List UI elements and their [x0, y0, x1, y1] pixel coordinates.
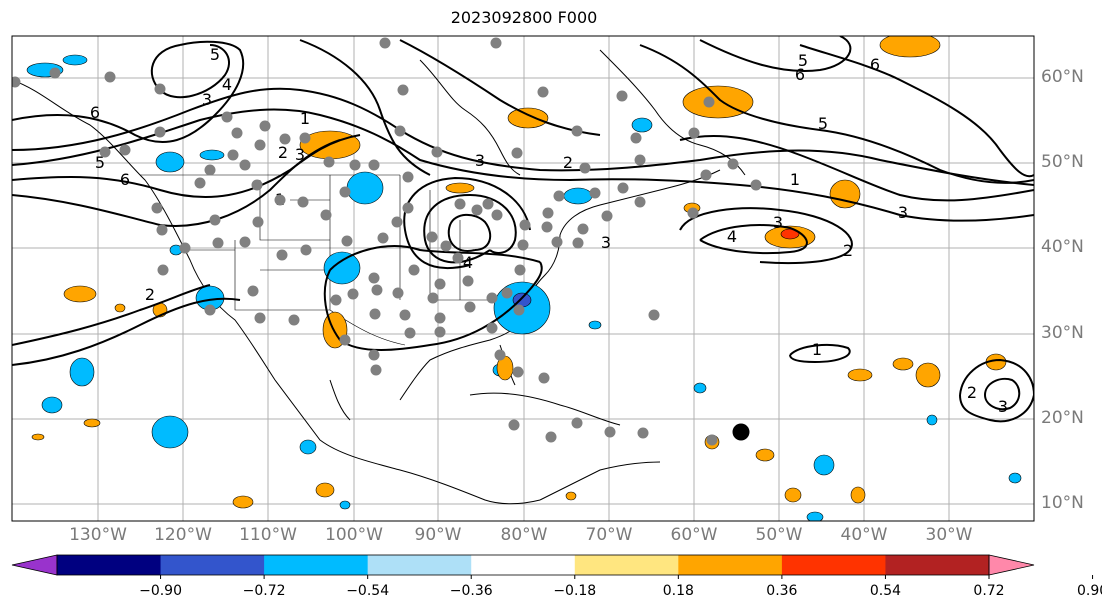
svg-text:2: 2: [145, 285, 155, 304]
colorbar-tick-label: −0.36: [449, 583, 493, 599]
svg-text:1: 1: [790, 170, 800, 189]
colorbar-extend-high: [988, 554, 1035, 576]
latitude-label: 10°N: [1041, 493, 1084, 513]
svg-text:1: 1: [300, 109, 310, 128]
svg-text:4: 4: [222, 75, 232, 94]
colorbar-segment: [367, 555, 472, 575]
colorbar-tick-label: −0.18: [553, 583, 597, 599]
colorbar-segment: [160, 555, 265, 575]
colorbar: [11, 554, 1094, 579]
colorbar-segment: [57, 555, 162, 575]
svg-text:4: 4: [727, 227, 737, 246]
svg-text:2: 2: [278, 143, 288, 162]
svg-text:5: 5: [818, 114, 828, 133]
svg-text:3: 3: [295, 145, 305, 164]
colorbar-tick-label: 0.36: [766, 583, 798, 599]
latitude-label: 60°N: [1041, 67, 1084, 87]
longitude-label: 120°W: [154, 525, 212, 545]
svg-text:6: 6: [120, 170, 130, 189]
colorbar-segment: [471, 555, 576, 575]
latitude-label: 50°N: [1041, 152, 1084, 172]
colorbar-segment: [264, 555, 369, 575]
svg-text:3: 3: [998, 397, 1008, 416]
svg-text:6: 6: [90, 103, 100, 122]
station-markers: [12, 37, 762, 446]
svg-text:2: 2: [967, 383, 977, 402]
longitude-label: 70°W: [585, 525, 633, 545]
longitude-label: 40°W: [840, 525, 888, 545]
colorbar-tick-label: −0.54: [346, 583, 390, 599]
svg-text:5: 5: [95, 153, 105, 172]
latitude-label: 20°N: [1041, 408, 1084, 428]
colorbar-tick-label: −0.90: [139, 583, 182, 599]
colorbar-tick-label: −0.72: [242, 583, 286, 599]
svg-text:6: 6: [795, 65, 805, 84]
svg-text:5: 5: [798, 51, 808, 70]
svg-text:1: 1: [812, 340, 822, 359]
colorbar-tick-label: 0.90: [1076, 583, 1102, 599]
colorbar-tick-label: 0.72: [973, 583, 1005, 599]
svg-text:6: 6: [870, 55, 880, 74]
map-title: 2023092800 F000: [450, 8, 598, 27]
svg-text:3: 3: [898, 203, 908, 222]
svg-text:2: 2: [843, 241, 853, 260]
svg-text:3: 3: [773, 213, 783, 232]
colorbar-segment: [678, 555, 783, 575]
contour-lines: [12, 36, 1034, 423]
latitude-label: 30°N: [1041, 323, 1084, 343]
svg-text:3: 3: [202, 90, 212, 109]
svg-text:2: 2: [563, 153, 573, 172]
svg-text:3: 3: [475, 151, 485, 170]
longitude-label: 100°W: [325, 525, 383, 545]
colorbar-segment: [781, 555, 886, 575]
colorbar-outline: [56, 554, 990, 576]
svg-text:5: 5: [210, 45, 220, 64]
longitude-label: 60°W: [670, 525, 718, 545]
colorbar-segment: [574, 555, 679, 575]
longitude-label: 90°W: [414, 525, 462, 545]
svg-text:3: 3: [601, 233, 611, 252]
map-frame: [11, 35, 1035, 522]
colorbar-segment: [885, 555, 990, 575]
longitude-label: 130°W: [69, 525, 127, 545]
longitude-label: 50°W: [755, 525, 803, 545]
colorbar-tick-label: 0.54: [869, 583, 902, 599]
colorbar-extend-low: [11, 554, 58, 576]
longitude-label: 110°W: [239, 525, 297, 545]
storm-center-marker: [732, 423, 750, 441]
longitude-label: 30°W: [925, 525, 973, 545]
svg-text:4: 4: [463, 253, 473, 272]
latitude-label: 40°N: [1041, 237, 1084, 257]
longitude-label: 80°W: [500, 525, 548, 545]
colorbar-tick-label: 0.18: [662, 583, 694, 599]
